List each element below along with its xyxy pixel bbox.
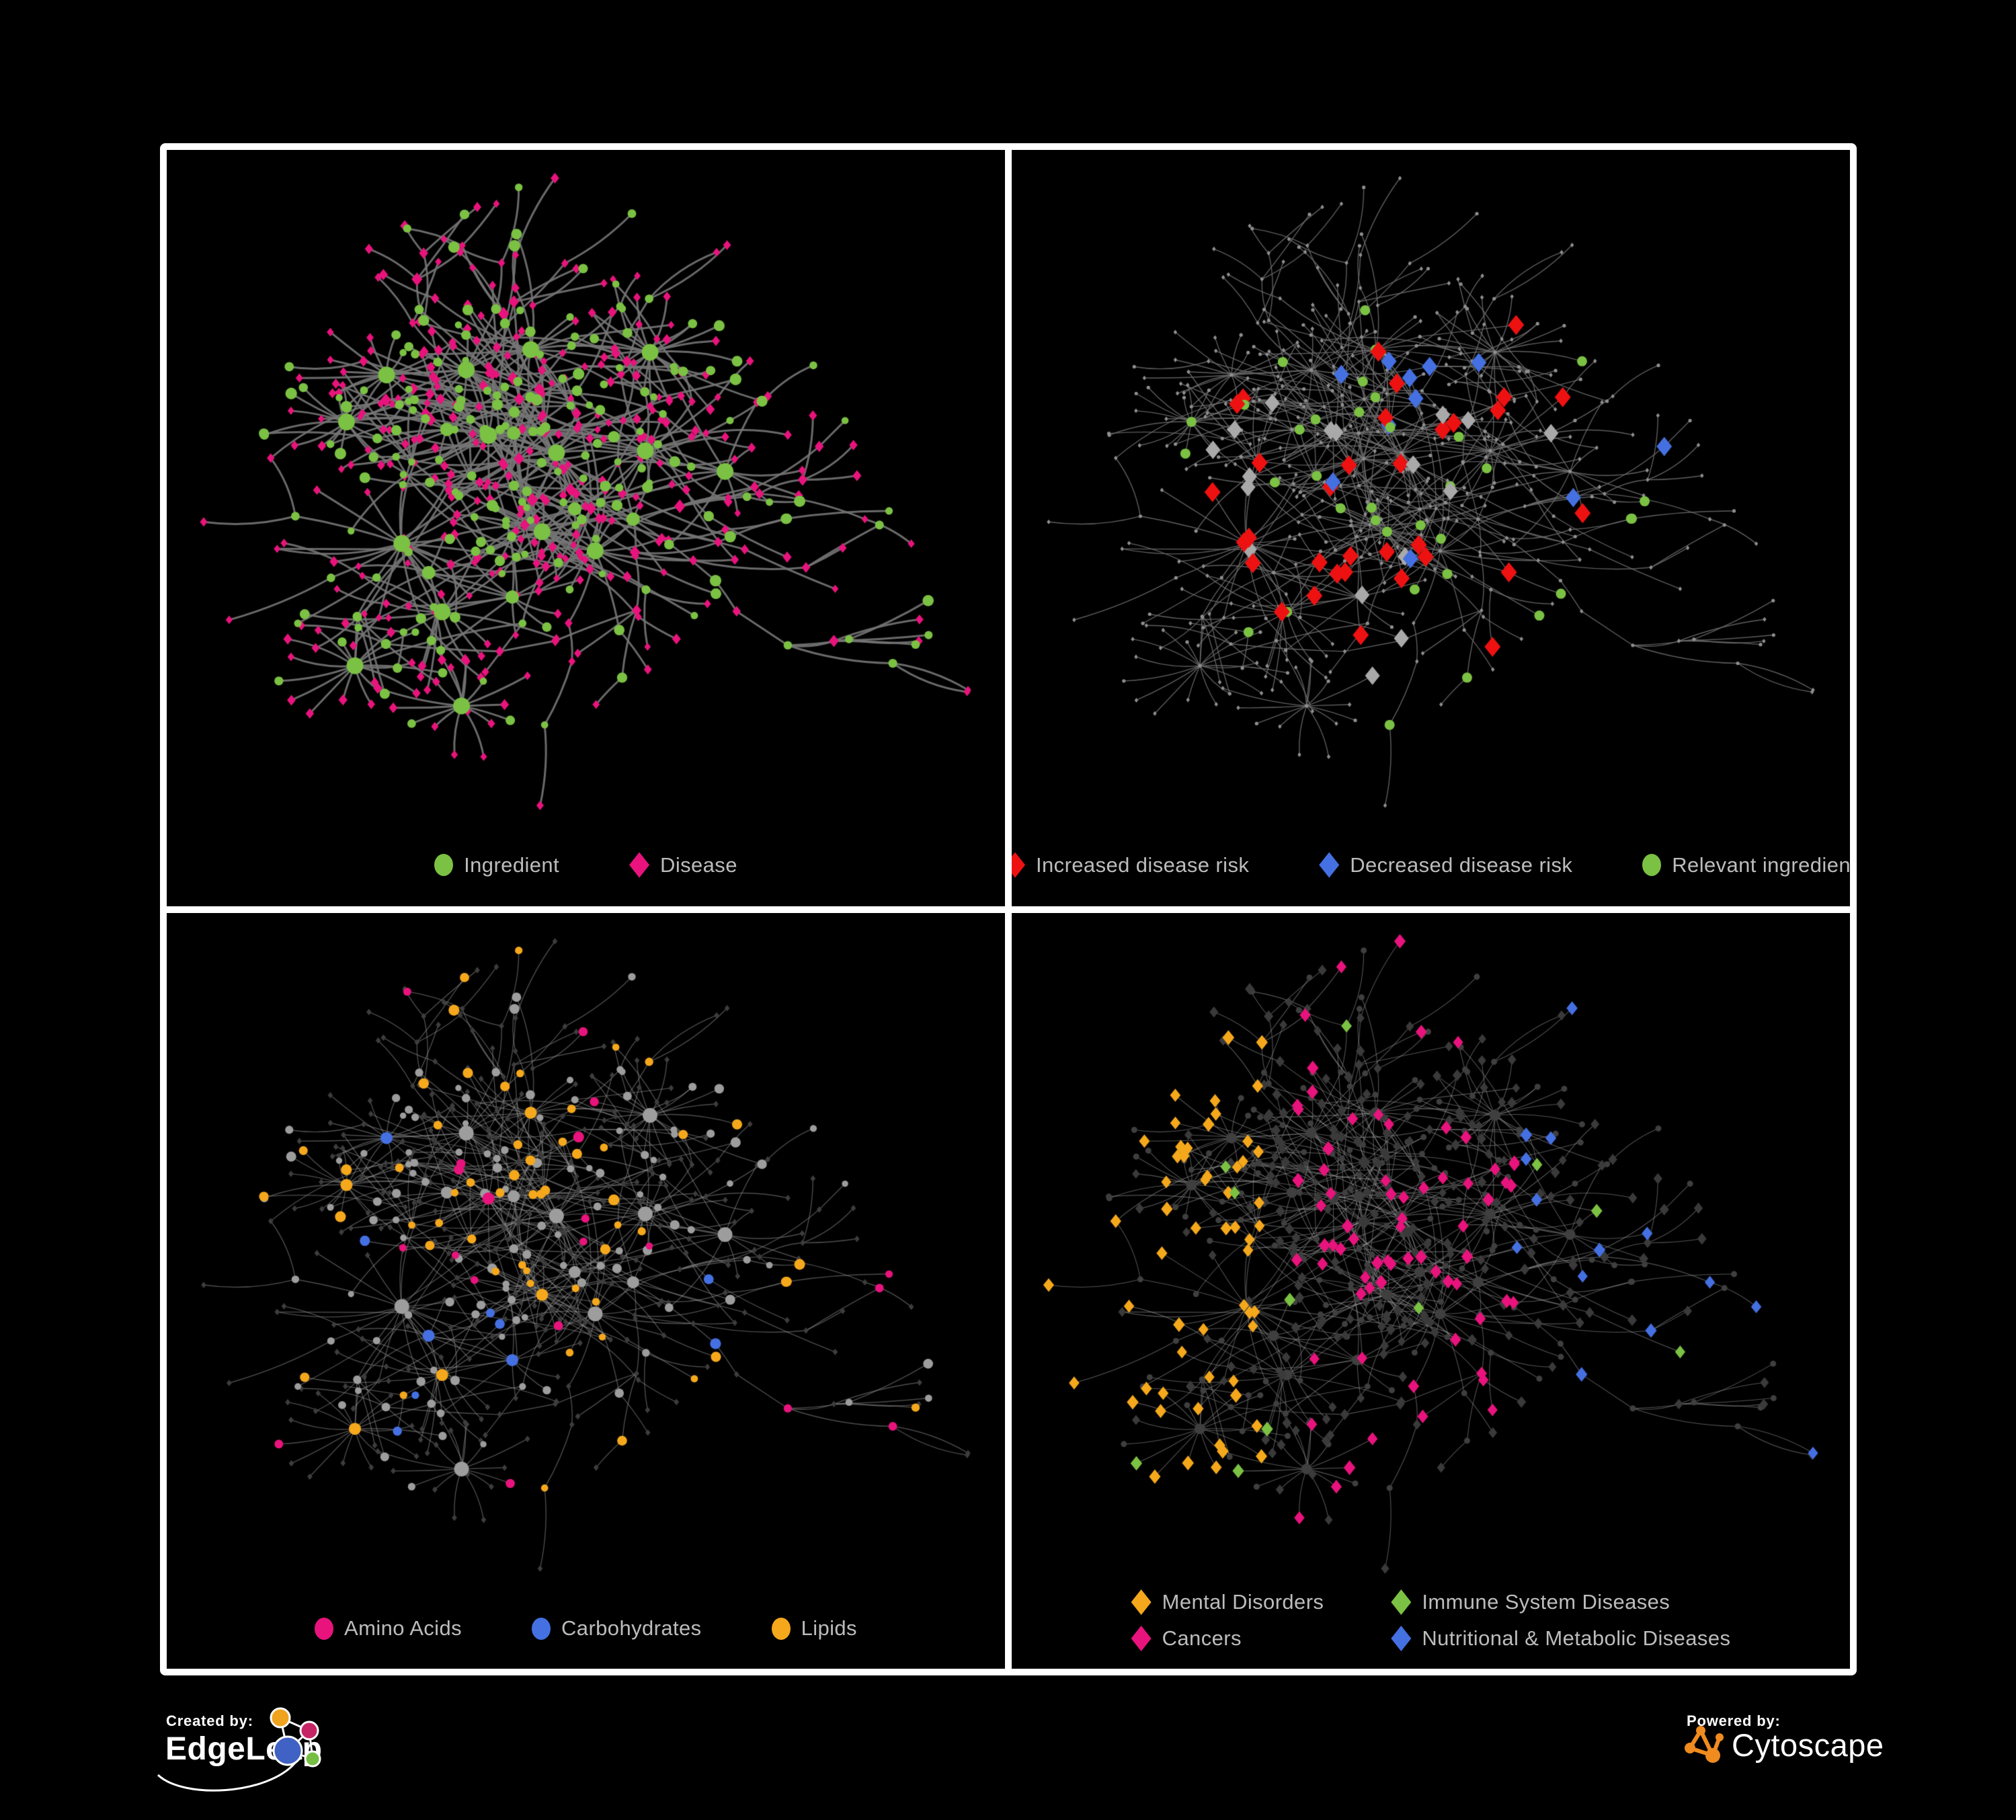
legend-item-cancers: Cancers xyxy=(1131,1626,1324,1651)
legend-label-increased-risk: Increased disease risk xyxy=(1036,853,1250,877)
panel-disease-categories: Mental Disorders Immune System Diseases … xyxy=(1012,912,1850,1669)
network-graph-nutrient-classes xyxy=(167,912,1005,1669)
panel-disease-risk: Increased disease risk Decreased disease… xyxy=(1012,150,1850,906)
mental-disorders-diamond-icon xyxy=(1131,1589,1152,1615)
network-graph-disease-categories xyxy=(1012,912,1850,1669)
increased-risk-diamond-icon xyxy=(1012,852,1026,878)
cytoscape-brand-name: Cytoscape xyxy=(1732,1727,1884,1763)
legend-label-disease: Disease xyxy=(660,853,737,877)
panel-ingredient-disease: Ingredient Disease xyxy=(167,150,1005,906)
disease-diamond-icon xyxy=(629,852,650,878)
legend-label-cancers: Cancers xyxy=(1162,1626,1242,1650)
legend-item-disease: Disease xyxy=(629,852,737,878)
network-graph-ingredient-disease xyxy=(167,150,1005,906)
amino-acids-circle-icon xyxy=(315,1617,334,1640)
legend-label-carbohydrates: Carbohydrates xyxy=(561,1616,702,1640)
legend-nutrient-classes: Amino Acids Carbohydrates Lipids xyxy=(167,1616,1005,1640)
network-graph-disease-risk xyxy=(1012,150,1850,906)
edgeleap-logo-icon xyxy=(157,1707,321,1792)
cancers-diamond-icon xyxy=(1131,1626,1152,1651)
relevant-ingredient-circle-icon xyxy=(1642,854,1662,876)
legend-label-nutritional-metabolic: Nutritional & Metabolic Diseases xyxy=(1422,1626,1731,1650)
legend-label-mental-disorders: Mental Disorders xyxy=(1162,1590,1324,1614)
decreased-risk-diamond-icon xyxy=(1319,852,1340,878)
legend-item-increased-risk: Increased disease risk xyxy=(1012,852,1250,878)
created-by-label: Created by: xyxy=(166,1712,253,1729)
legend-item-nutritional-metabolic: Nutritional & Metabolic Diseases xyxy=(1391,1626,1730,1651)
legend-disease-categories: Mental Disorders Immune System Diseases … xyxy=(1012,1589,1850,1651)
nutritional-metabolic-diamond-icon xyxy=(1391,1626,1412,1651)
legend-label-amino-acids: Amino Acids xyxy=(344,1616,462,1640)
legend-item-amino-acids: Amino Acids xyxy=(315,1616,462,1640)
legend-item-lipids: Lipids xyxy=(771,1616,857,1640)
legend-item-decreased-risk: Decreased disease risk xyxy=(1319,852,1573,878)
network-grid: Ingredient Disease Increased disease ris… xyxy=(160,143,1857,1675)
immune-diseases-diamond-icon xyxy=(1391,1589,1412,1615)
legend-item-ingredient: Ingredient xyxy=(434,853,559,877)
ingredient-circle-icon xyxy=(434,854,454,876)
panel-nutrient-classes: Amino Acids Carbohydrates Lipids xyxy=(167,912,1005,1669)
legend-label-immune-diseases: Immune System Diseases xyxy=(1422,1590,1670,1614)
legend-item-immune-diseases: Immune System Diseases xyxy=(1391,1589,1730,1615)
legend-label-decreased-risk: Decreased disease risk xyxy=(1350,853,1573,877)
legend-item-carbohydrates: Carbohydrates xyxy=(532,1616,702,1640)
lipids-circle-icon xyxy=(771,1617,791,1640)
legend-label-ingredient: Ingredient xyxy=(464,853,560,877)
cytoscape-logo-icon xyxy=(1685,1726,1724,1763)
legend-item-relevant-ingredient: Relevant ingredient xyxy=(1642,853,1850,877)
carbohydrates-circle-icon xyxy=(532,1617,551,1640)
legend-item-mental-disorders: Mental Disorders xyxy=(1131,1589,1324,1615)
legend-label-relevant-ingredient: Relevant ingredient xyxy=(1672,853,1850,877)
legend-label-lipids: Lipids xyxy=(801,1616,857,1640)
legend-ingredient-disease: Ingredient Disease xyxy=(167,852,1005,878)
legend-disease-risk: Increased disease risk Decreased disease… xyxy=(1012,852,1850,878)
